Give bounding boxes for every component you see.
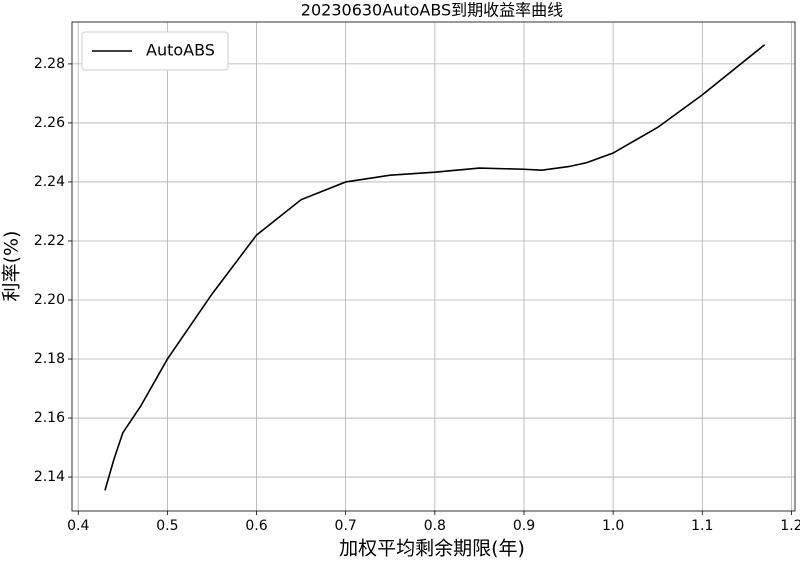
x-axis-label: 加权平均剩余期限(年) (339, 538, 525, 560)
line-series (104, 44, 766, 491)
y-tick-label: 2.28 (34, 56, 65, 72)
y-tick-label: 2.22 (34, 233, 65, 249)
y-tick-label: 2.16 (34, 410, 65, 426)
y-tick-label: 2.18 (34, 351, 65, 367)
x-tick-label: 0.8 (424, 518, 446, 534)
legend-label: AutoABS (146, 41, 215, 60)
x-tick-label: 0.4 (67, 518, 89, 534)
chart-title: 20230630AutoABS到期收益率曲线 (301, 1, 563, 20)
x-tick-label: 0.5 (156, 518, 178, 534)
y-tick-label: 2.20 (34, 292, 65, 308)
y-tick-label: 2.24 (34, 174, 65, 190)
x-tick-label: 0.7 (335, 518, 357, 534)
x-tick-label: 0.9 (513, 518, 535, 534)
y-axis-label: 利率(%) (1, 231, 23, 302)
x-tick-label: 1.2 (780, 518, 800, 534)
y-tick-label: 2.14 (34, 469, 65, 485)
legend-box (81, 31, 229, 71)
x-tick-label: 0.6 (245, 518, 267, 534)
x-tick-label: 1.1 (691, 518, 713, 534)
x-tick-label: 1.0 (602, 518, 624, 534)
plot-frame (71, 21, 796, 512)
y-tick-label: 2.26 (34, 115, 65, 131)
